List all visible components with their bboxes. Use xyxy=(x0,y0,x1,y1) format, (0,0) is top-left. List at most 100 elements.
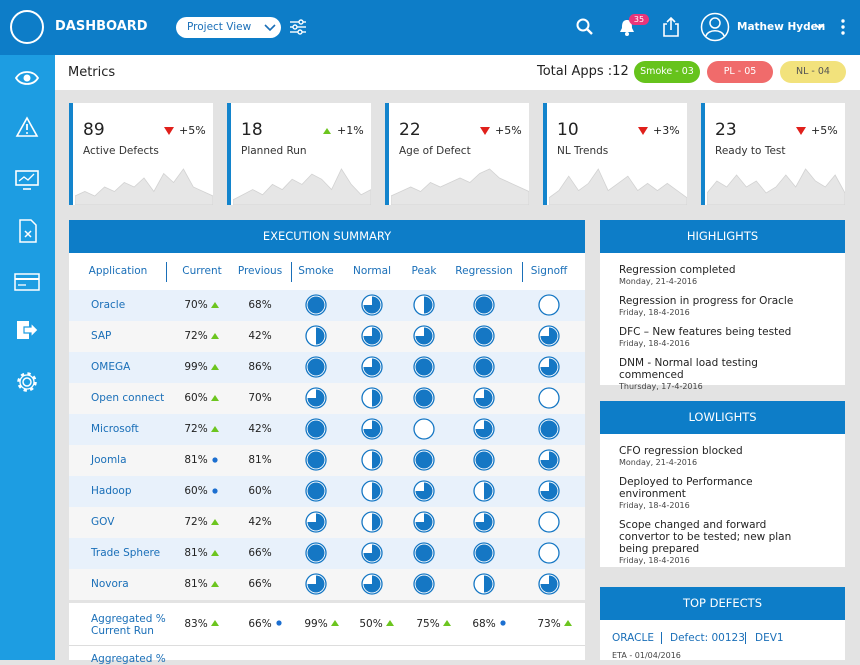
current-pct: 60% xyxy=(184,485,208,497)
previous-pct: 70% xyxy=(248,392,272,404)
more-icon[interactable] xyxy=(840,18,846,36)
status-badge[interactable]: NL - 04 xyxy=(780,61,846,83)
execution-title: EXECUTION SUMMARY xyxy=(69,220,585,253)
kpi-change: +5% xyxy=(179,124,206,137)
pie-fill xyxy=(540,575,558,593)
kpi-label: Ready to Test xyxy=(715,145,786,157)
up-arrow xyxy=(211,333,219,339)
status-pie xyxy=(473,356,495,378)
status-pie xyxy=(538,449,560,471)
app-name[interactable]: Open connect xyxy=(91,392,165,404)
nav-file[interactable] xyxy=(18,219,38,243)
nav-card[interactable] xyxy=(14,273,40,291)
search-icon[interactable] xyxy=(576,18,594,36)
status-pie xyxy=(538,542,560,564)
pie-fill xyxy=(363,575,381,593)
total-apps: Total Apps :12 xyxy=(537,64,629,79)
pie-fill xyxy=(475,451,493,469)
status-pie xyxy=(538,387,560,409)
user-chevron[interactable] xyxy=(814,22,825,31)
separator xyxy=(745,632,746,644)
sidebar xyxy=(0,55,55,660)
kpi-card: 22 Age of Defect +5% xyxy=(385,103,529,205)
app-name[interactable]: Oracle xyxy=(91,299,126,311)
user-name[interactable]: Mathew Hyden xyxy=(737,21,826,33)
app-name[interactable]: Microsoft xyxy=(91,423,139,435)
trend-down xyxy=(480,127,490,135)
status-pie xyxy=(538,480,560,502)
status-pie xyxy=(538,573,560,595)
up-arrow xyxy=(211,395,219,401)
defect-id[interactable]: Defect: 00123 xyxy=(670,632,745,644)
status-pie xyxy=(473,387,495,409)
up-arrow xyxy=(331,620,339,626)
pie-fill xyxy=(363,544,381,562)
aggregate-label: Aggregated % xyxy=(91,613,166,625)
status-pie xyxy=(305,325,327,347)
status-pie xyxy=(473,573,495,595)
status-pie xyxy=(361,511,383,533)
app-name[interactable]: Joomla xyxy=(91,454,127,466)
status-badge[interactable]: PL - 05 xyxy=(707,61,773,83)
status-pie xyxy=(473,480,495,502)
app-name[interactable]: GOV xyxy=(91,516,115,528)
status-pie xyxy=(473,480,495,502)
nav-alerts[interactable] xyxy=(15,116,39,138)
pie-fill xyxy=(475,358,493,376)
pie-fill xyxy=(307,482,325,500)
status-pie xyxy=(413,356,435,378)
status-pie xyxy=(305,387,327,409)
sparkline-area xyxy=(233,168,371,205)
status-pie xyxy=(413,387,435,409)
status-pie xyxy=(361,480,383,502)
item-date: Thursday, 17-4-2016 xyxy=(619,382,703,391)
defect-app[interactable]: ORACLE xyxy=(612,632,654,644)
up-arrow xyxy=(211,519,219,525)
view-dropdown[interactable]: Project View xyxy=(176,17,281,38)
filter-icon[interactable] xyxy=(289,18,307,36)
app-name[interactable]: SAP xyxy=(91,330,112,342)
trend-up xyxy=(211,302,219,308)
aggregate-label: Current Run xyxy=(91,625,154,637)
column-header: Previous xyxy=(237,265,283,277)
down-arrow xyxy=(164,127,174,135)
table-row: Trade Sphere 81% 66% xyxy=(69,538,585,569)
status-pie xyxy=(361,294,383,316)
status-pie xyxy=(473,542,495,564)
nav-export[interactable] xyxy=(15,319,39,341)
status-pie xyxy=(361,449,383,471)
lowlights-panel: LOWLIGHTS CFO regression blocked Monday, 2… xyxy=(600,401,845,567)
share-icon[interactable] xyxy=(662,16,680,38)
nav-view[interactable] xyxy=(14,68,40,88)
status-pie xyxy=(305,387,327,409)
nav-settings[interactable] xyxy=(15,370,39,394)
sparkline-area xyxy=(75,168,213,205)
column-header: Signoff xyxy=(530,265,568,277)
app-name[interactable]: Novora xyxy=(91,578,129,590)
previous-pct: 42% xyxy=(248,516,272,528)
trend-up xyxy=(211,550,219,556)
item-text: Regression completed xyxy=(619,264,736,276)
pie-fill xyxy=(307,296,325,314)
status-pie xyxy=(413,387,435,409)
app-name[interactable]: OMEGA xyxy=(91,361,131,373)
app-name[interactable]: Trade Sphere xyxy=(91,547,161,559)
kpi-value: 23 xyxy=(715,120,737,140)
app-name[interactable]: Hadoop xyxy=(91,485,132,497)
logo[interactable] xyxy=(9,9,45,45)
trend-down xyxy=(164,127,174,135)
item-text: Scope changed and forward convertor to b… xyxy=(619,519,792,555)
status-badge[interactable]: Smoke - 03 xyxy=(634,61,700,83)
current-pct: 81% xyxy=(184,454,208,466)
pie-fill xyxy=(363,358,381,376)
pie-fill xyxy=(307,513,325,531)
table-row: GOV 72% 42% xyxy=(69,507,585,538)
aggregate-value: 83% xyxy=(184,618,208,630)
up-arrow xyxy=(211,620,219,626)
up-arrow xyxy=(443,620,451,626)
nav-monitor[interactable] xyxy=(15,169,39,191)
sparkline xyxy=(75,168,213,205)
pie-fill xyxy=(540,358,558,376)
flat-dot xyxy=(212,488,218,494)
avatar[interactable] xyxy=(700,12,730,42)
